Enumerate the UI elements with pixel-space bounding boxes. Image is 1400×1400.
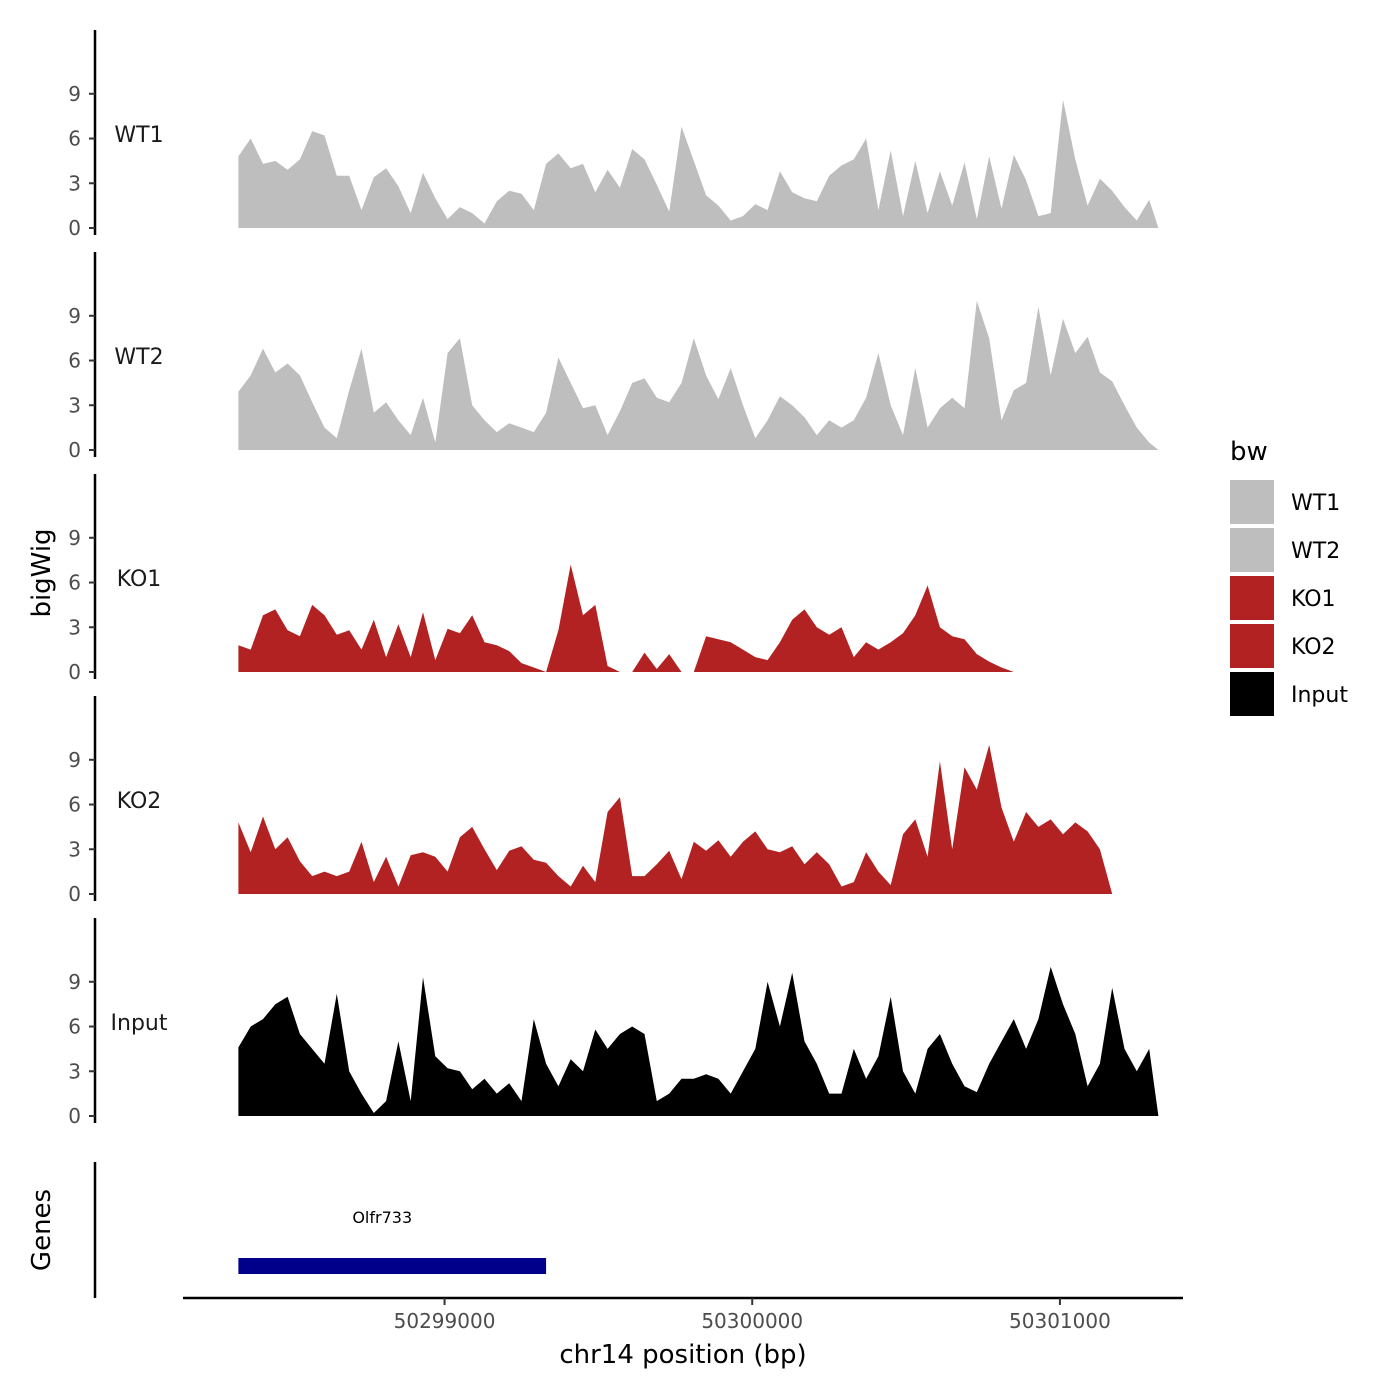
y-tick-label: 9 [68, 304, 81, 328]
signal-area-wt1 [238, 99, 1159, 228]
y-tick-label: 9 [68, 748, 81, 772]
gene-label: Olfr733 [352, 1208, 412, 1227]
signal-area-input [238, 966, 1159, 1116]
tracks-group: 0 3 6 9 WT1 0 3 6 9 WT2 0 3 6 9 KO1 0 3 6 9 KO2 0 3 6 9 Input [68, 30, 1159, 1128]
legend-label-wt2: WT2 [1291, 539, 1340, 564]
track-label-ko1: KO1 [117, 567, 162, 592]
legend: bw WT1 WT2 KO1 KO2 Input [1230, 437, 1348, 716]
x-tick-label: 50300000 [701, 1309, 803, 1333]
genes-panel: Genes Olfr733 [27, 1162, 547, 1298]
signal-area-ko2 [238, 744, 1159, 894]
signal-area-ko1 [238, 564, 1159, 672]
track-label-wt2: WT2 [114, 345, 163, 370]
legend-title: bw [1230, 437, 1268, 467]
y-axis-title: bigWig [27, 528, 57, 617]
x-tick-label: 50299000 [394, 1309, 496, 1333]
signal-area-wt2 [238, 300, 1159, 450]
y-tick-label: 3 [68, 393, 81, 417]
y-tick-label: 9 [68, 526, 81, 550]
legend-swatch-wt1 [1230, 480, 1274, 524]
gene-bar-olfr733 [238, 1258, 547, 1274]
y-tick-label: 6 [68, 1015, 81, 1039]
y-tick-label: 0 [68, 882, 81, 906]
track-label-wt1: WT1 [114, 123, 163, 148]
y-tick-label: 0 [68, 1104, 81, 1128]
track-ko2: 0 3 6 9 KO2 [68, 696, 1159, 906]
track-label-input: Input [111, 1011, 168, 1036]
legend-swatch-ko2 [1230, 624, 1274, 668]
y-tick-label: 6 [68, 793, 81, 817]
y-tick-label: 0 [68, 216, 81, 240]
y-tick-label: 3 [68, 837, 81, 861]
y-tick-label: 6 [68, 349, 81, 373]
genes-axis-title: Genes [27, 1189, 57, 1271]
x-axis: chr14 position (bp) 50299000 50300000 5030… [183, 1296, 1183, 1370]
track-label-ko2: KO2 [117, 789, 162, 814]
x-tick-label: 50301000 [1009, 1309, 1111, 1333]
track-input: 0 3 6 9 Input [68, 918, 1159, 1128]
y-tick-label: 3 [68, 1059, 81, 1083]
x-axis-title: chr14 position (bp) [559, 1340, 806, 1370]
y-tick-label: 3 [68, 615, 81, 639]
legend-label-input: Input [1291, 683, 1348, 708]
y-tick-label: 0 [68, 438, 81, 462]
legend-swatch-wt2 [1230, 528, 1274, 572]
y-tick-label: 9 [68, 970, 81, 994]
legend-swatch-ko1 [1230, 576, 1274, 620]
track-wt2: 0 3 6 9 WT2 [68, 252, 1159, 462]
y-tick-label: 3 [68, 171, 81, 195]
y-tick-label: 0 [68, 660, 81, 684]
y-tick-label: 6 [68, 127, 81, 151]
legend-swatch-input [1230, 672, 1274, 716]
track-wt1: 0 3 6 9 WT1 [68, 30, 1159, 240]
legend-label-ko2: KO2 [1291, 635, 1336, 660]
track-ko1: 0 3 6 9 KO1 [68, 474, 1159, 684]
legend-label-wt1: WT1 [1291, 491, 1340, 516]
y-tick-label: 9 [68, 82, 81, 106]
legend-label-ko1: KO1 [1291, 587, 1336, 612]
y-tick-label: 6 [68, 571, 81, 595]
